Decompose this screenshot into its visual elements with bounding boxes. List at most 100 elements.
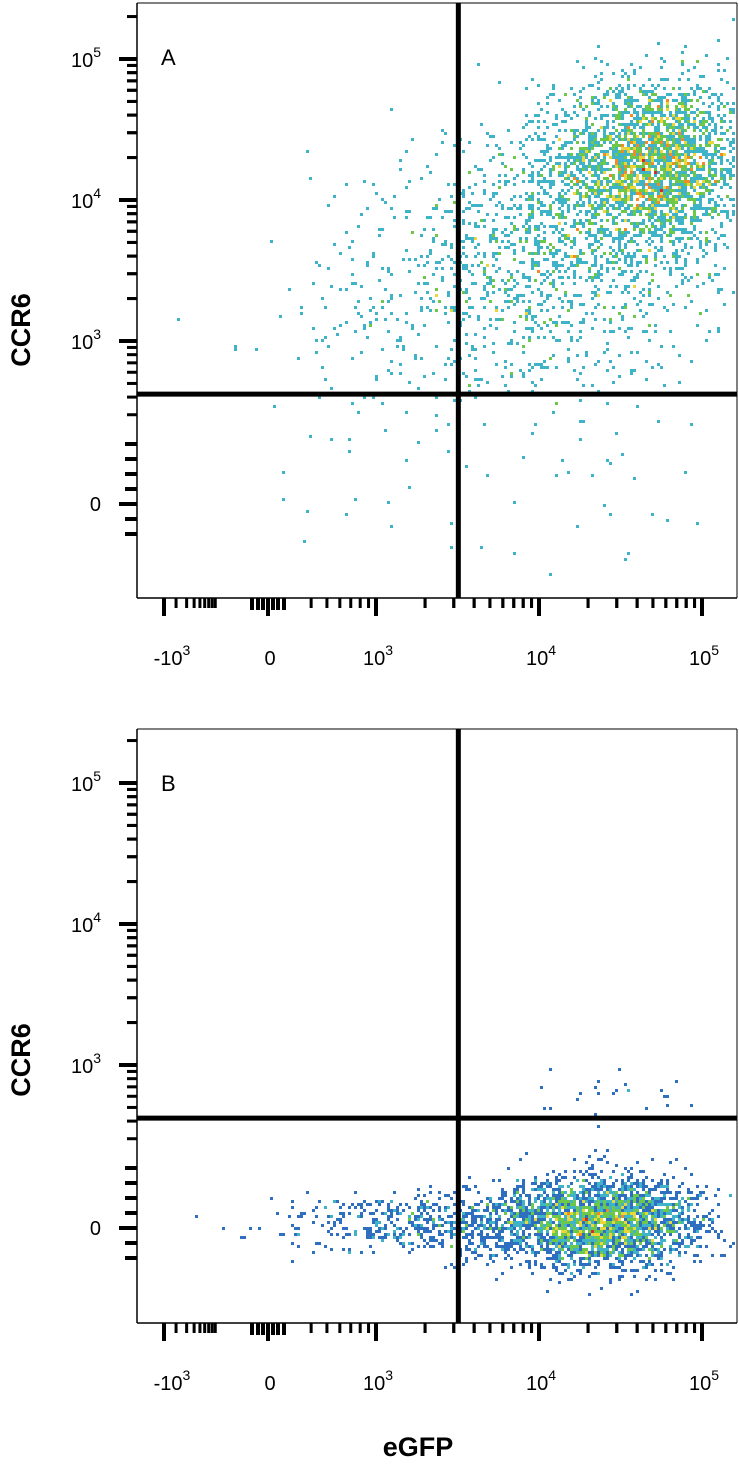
event-bin (546, 1197, 549, 1200)
event-bin (534, 423, 537, 426)
event-bin (621, 153, 624, 156)
event-bin (642, 1206, 645, 1209)
event-bin (540, 174, 543, 177)
event-bin (609, 1263, 612, 1266)
event-bin (513, 1233, 516, 1236)
event-bin (711, 156, 714, 159)
event-bin (558, 1209, 561, 1212)
event-bin (627, 264, 630, 267)
event-bin (648, 303, 651, 306)
event-bin (699, 129, 702, 132)
event-bin (366, 261, 369, 264)
event-bin (528, 306, 531, 309)
event-bin (483, 192, 486, 195)
event-bin (624, 1083, 627, 1086)
event-bin (615, 183, 618, 186)
event-bin (699, 1260, 702, 1263)
event-bin (498, 318, 501, 321)
event-bin (300, 1212, 303, 1215)
event-bin (699, 312, 702, 315)
event-bin (519, 1203, 522, 1206)
event-bin (393, 1233, 396, 1236)
event-bin (615, 1236, 618, 1239)
event-bin (525, 1194, 528, 1197)
event-bin (477, 168, 480, 171)
event-bin (669, 1227, 672, 1230)
event-bin (612, 90, 615, 93)
event-bin (438, 1206, 441, 1209)
event-bin (570, 1218, 573, 1221)
event-bin (579, 1203, 582, 1206)
event-bin (645, 213, 648, 216)
event-bin (699, 135, 702, 138)
event-bin (651, 1218, 654, 1221)
event-bin (630, 1245, 633, 1248)
event-bin (366, 207, 369, 210)
event-bin (372, 1221, 375, 1224)
event-bin (624, 207, 627, 210)
event-bin (522, 276, 525, 279)
event-bin (663, 1224, 666, 1227)
event-bin (423, 1218, 426, 1221)
event-bin (558, 1248, 561, 1251)
event-bin (660, 135, 663, 138)
event-bin (672, 150, 675, 153)
event-bin (582, 1179, 585, 1182)
event-bin (660, 249, 663, 252)
event-bin (699, 177, 702, 180)
event-bin (585, 1239, 588, 1242)
event-bin (582, 261, 585, 264)
event-bin (579, 1251, 582, 1254)
event-bin (639, 195, 642, 198)
event-bin (420, 309, 423, 312)
event-bin (528, 363, 531, 366)
x-tick-label: 0 (264, 648, 275, 670)
event-bin (639, 120, 642, 123)
event-bin (477, 264, 480, 267)
event-bin (702, 126, 705, 129)
event-bin (543, 153, 546, 156)
event-bin (630, 1194, 633, 1197)
event-bin (543, 1203, 546, 1206)
event-bin (612, 1206, 615, 1209)
event-bin (660, 1212, 663, 1215)
event-bin (540, 186, 543, 189)
event-bin (543, 321, 546, 324)
event-bin (639, 1206, 642, 1209)
event-bin (573, 111, 576, 114)
event-bin (360, 1212, 363, 1215)
event-bin (540, 222, 543, 225)
event-bin (528, 195, 531, 198)
event-bin (588, 111, 591, 114)
event-bin (450, 1245, 453, 1248)
event-bin (678, 228, 681, 231)
event-bin (690, 1104, 693, 1107)
y-tick-label: 103 (71, 1050, 101, 1078)
event-bin (627, 174, 630, 177)
event-bin (669, 330, 672, 333)
event-bin (624, 108, 627, 111)
event-bin (381, 1236, 384, 1239)
event-bin (426, 1212, 429, 1215)
event-bin (528, 1212, 531, 1215)
y-axis-title-b: CCR6 (6, 1023, 36, 1097)
event-bin (519, 1209, 522, 1212)
event-bin (678, 1203, 681, 1206)
event-bin (552, 1257, 555, 1260)
event-bin (678, 126, 681, 129)
event-bin (585, 168, 588, 171)
x-axis-ticks (162, 1323, 704, 1341)
event-bin (675, 198, 678, 201)
event-bin (666, 1212, 669, 1215)
event-bin (498, 1206, 501, 1209)
event-bin (516, 1185, 519, 1188)
event-bin (702, 192, 705, 195)
event-bin (654, 228, 657, 231)
event-bin (684, 276, 687, 279)
event-bin (549, 156, 552, 159)
event-bin (636, 273, 639, 276)
event-bin (639, 207, 642, 210)
x-minor-tick (423, 598, 427, 608)
event-bin (507, 1227, 510, 1230)
event-bin (564, 1239, 567, 1242)
